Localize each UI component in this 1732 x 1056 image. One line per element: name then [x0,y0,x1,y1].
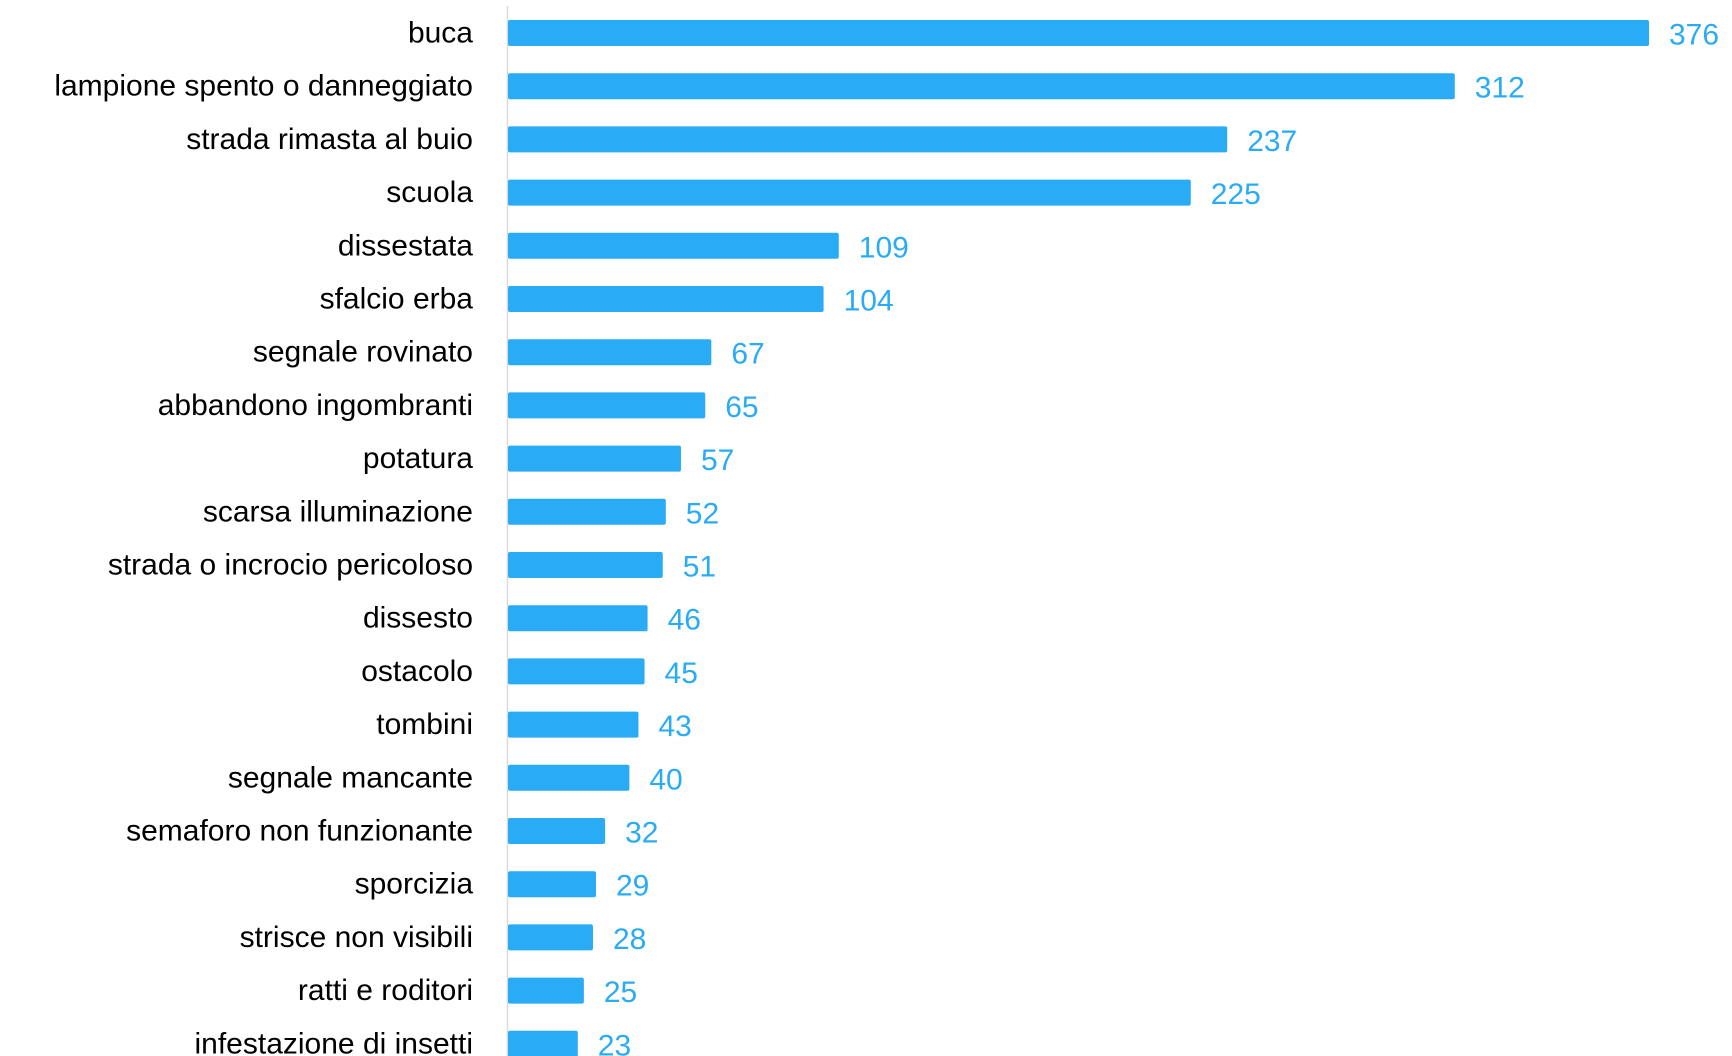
category-label: sporcizia [355,868,474,901]
value-label: 51 [683,551,716,584]
bar [508,232,839,259]
value-label: 32 [625,817,658,850]
category-label: sfalcio erba [320,283,474,316]
bar [508,818,606,844]
bar [508,179,1191,206]
value-label: 57 [701,444,734,477]
value-label: 67 [731,338,764,371]
category-label: strada o incrocio pericoloso [108,549,473,582]
category-label: segnale rovinato [253,336,473,369]
value-label: 104 [844,285,894,318]
bar [508,1030,578,1056]
category-label: segnale mancante [228,761,473,794]
category-label: abbandono ingombranti [158,389,473,422]
value-label: 237 [1247,125,1297,158]
bar [508,658,645,685]
value-label: 376 [1669,19,1719,52]
category-label: scarsa illuminazione [203,495,473,528]
bars-group [508,20,1649,1056]
bar [508,977,584,1004]
category-label: tombini [376,708,473,741]
bar [508,605,648,632]
bar [508,924,593,951]
category-label: strada rimasta al buio [186,123,473,156]
value-label: 312 [1475,72,1525,105]
value-label: 43 [658,710,691,743]
value-label: 40 [649,763,682,796]
category-label: potatura [363,442,473,475]
bar [508,711,639,738]
category-label: dissestata [338,229,473,262]
bar [508,73,1455,100]
value-label: 45 [665,657,698,690]
bar [508,20,1649,46]
category-label: semaforo non funzionante [126,815,473,848]
bar [508,498,666,525]
category-label: lampione spento o danneggiato [54,70,473,103]
value-label: 29 [616,870,649,903]
bar [508,126,1228,153]
bar [508,392,706,419]
category-label: infestazione di insetti [195,1027,474,1056]
value-label: 65 [725,391,758,424]
category-label: ostacolo [361,655,473,688]
category-label: dissesto [363,602,473,635]
value-label: 52 [686,497,719,530]
bar [508,445,681,472]
value-label: 109 [859,231,909,264]
value-label: 225 [1211,178,1261,211]
bar [508,764,630,791]
category-labels-group: buca lampione spento o danneggiato strada … [54,17,473,1056]
value-label: 23 [598,1029,631,1056]
bar [508,552,663,578]
bar [508,871,597,898]
category-label: ratti e roditori [298,974,473,1007]
value-label: 46 [668,604,701,637]
bar [508,286,824,312]
bar [508,339,712,366]
category-label: strisce non visibili [240,921,473,954]
category-label: scuola [386,176,473,209]
value-labels-group: 376 312 237 225 109 104 67 65 57 52 51 46 45 43 40 32 29… [598,19,1719,1056]
value-label: 28 [613,923,646,956]
value-label: 25 [604,976,637,1009]
category-label: buca [408,17,473,50]
